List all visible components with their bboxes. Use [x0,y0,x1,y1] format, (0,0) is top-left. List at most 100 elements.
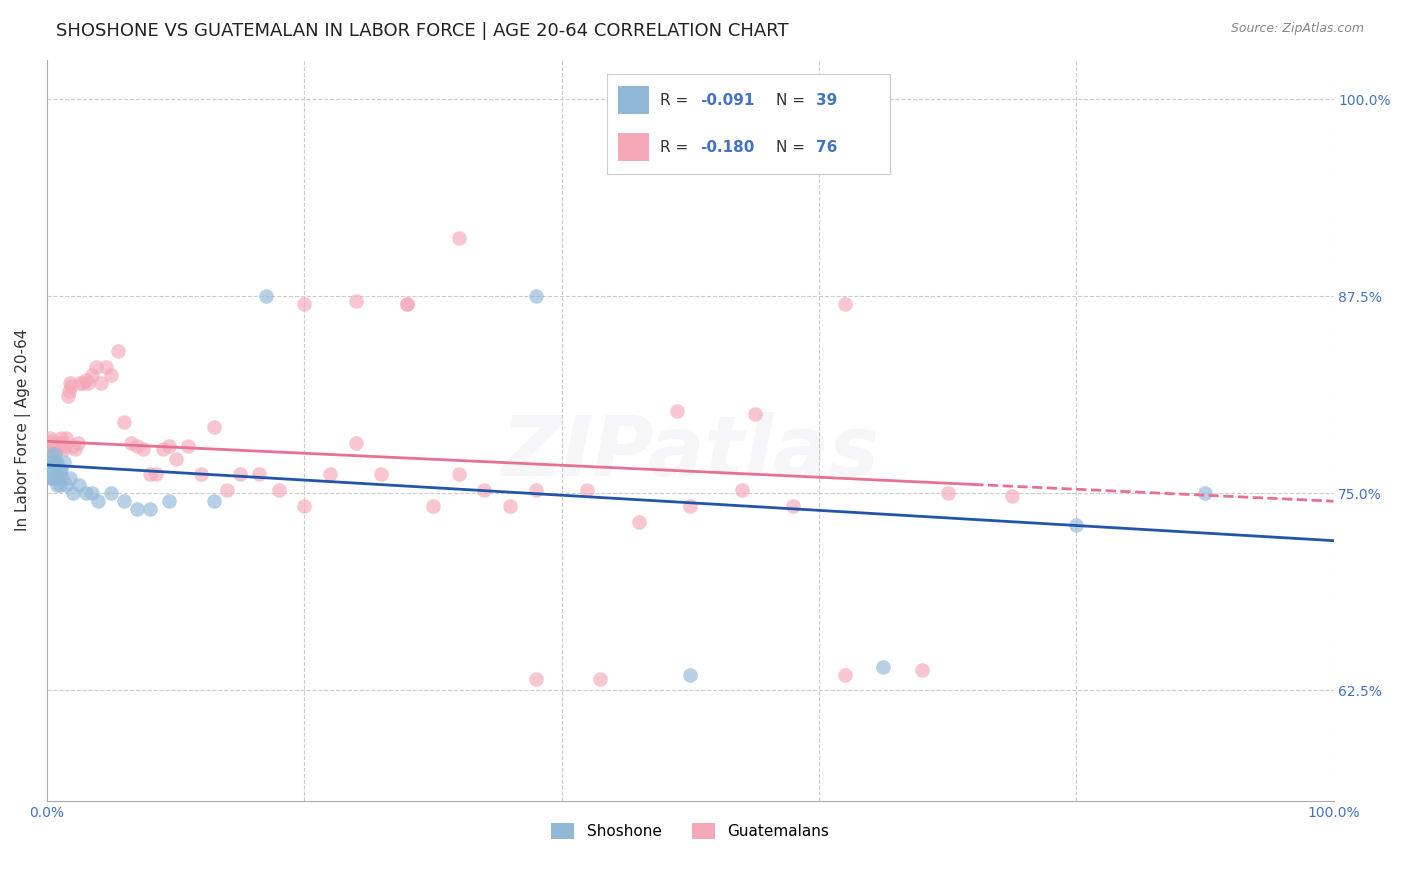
Point [46,442,69,457]
Point [39,463,62,477]
Point [45,439,67,453]
Point [229,467,252,482]
Point [254,289,277,303]
Point [55,431,77,445]
Point [202,420,225,434]
Point [107,344,129,359]
Point [145,467,167,482]
Point [292,297,315,311]
Point [1064,517,1087,532]
Point [39,447,62,461]
Point [422,499,444,513]
Point [45,470,67,484]
Point [936,486,959,500]
Point [51,470,73,484]
Point [42,442,65,457]
Point [49,478,72,492]
Point [1194,486,1216,500]
Point [834,297,856,311]
Point [217,483,239,498]
Point [834,667,856,681]
Point [267,483,290,498]
Point [576,483,599,498]
Point [38,431,60,445]
Point [292,499,315,513]
Point [474,483,496,498]
Point [524,483,547,498]
Point [177,439,200,453]
Point [42,455,65,469]
Point [84,360,107,375]
Point [49,463,72,477]
Point [872,660,894,674]
Point [100,486,122,500]
Point [157,494,180,508]
Point [44,463,66,477]
Text: ZIPatlas: ZIPatlas [502,412,879,493]
Point [41,470,63,484]
Point [589,673,612,687]
Point [112,415,135,429]
Point [62,486,84,500]
Point [344,435,367,450]
Point [59,470,82,484]
Point [37,439,59,453]
Point [744,408,766,422]
Point [51,435,73,450]
Point [80,368,103,382]
Point [731,483,754,498]
Point [67,478,90,492]
Point [247,467,270,482]
Point [524,289,547,303]
Point [55,478,77,492]
Point [49,431,72,445]
Point [90,376,112,390]
Point [524,673,547,687]
Point [48,435,70,450]
Point [60,379,83,393]
Legend: Shoshone, Guatemalans: Shoshone, Guatemalans [546,817,835,845]
Point [56,388,79,402]
Point [49,439,72,453]
Point [120,435,142,450]
Point [48,470,70,484]
Point [344,293,367,308]
Point [396,297,419,311]
Point [41,455,63,469]
Point [125,439,148,453]
Point [46,455,69,469]
Point [49,463,72,477]
Point [69,376,91,390]
Point [75,373,97,387]
Point [42,470,65,484]
Point [499,499,522,513]
Point [44,435,66,450]
Point [41,434,63,449]
Point [319,467,342,482]
Point [59,376,82,390]
Point [1001,490,1024,504]
Point [370,467,392,482]
Point [65,442,87,457]
Text: Source: ZipAtlas.com: Source: ZipAtlas.com [1230,22,1364,36]
Point [44,447,66,461]
Point [52,442,75,457]
Text: SHOSHONE VS GUATEMALAN IN LABOR FORCE | AGE 20-64 CORRELATION CHART: SHOSHONE VS GUATEMALAN IN LABOR FORCE | … [56,22,789,40]
Point [782,499,804,513]
Point [396,297,419,311]
Point [911,663,934,677]
Point [447,467,470,482]
Point [96,360,118,375]
Point [627,515,650,529]
Point [112,494,135,508]
Point [38,470,60,484]
Point [45,455,67,469]
Point [53,439,76,453]
Point [80,486,103,500]
Point [62,439,84,453]
Point [190,467,212,482]
Point [152,442,174,457]
Point [77,376,100,390]
Point [679,499,702,513]
Point [52,455,75,469]
